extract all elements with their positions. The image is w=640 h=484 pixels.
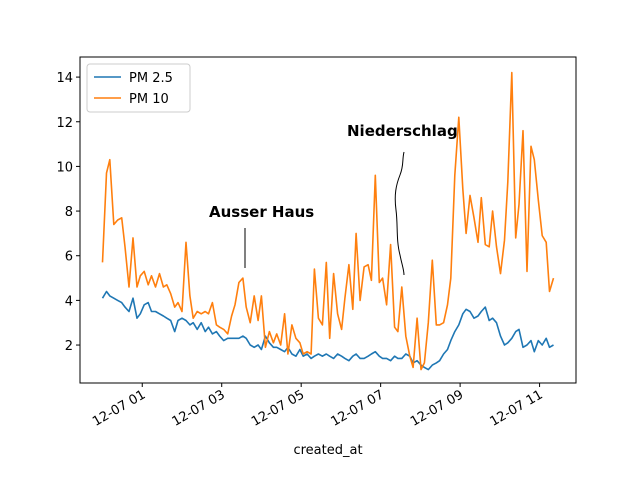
plot-frame <box>79 56 577 384</box>
legend-box <box>86 63 191 113</box>
annotation: Ausser Haus <box>209 203 314 221</box>
y-tick-label: 8 <box>65 205 73 220</box>
legend-label: PM 10 <box>129 92 169 107</box>
y-tick-label: 14 <box>56 71 73 86</box>
y-tick-label: 12 <box>56 116 73 131</box>
series-line <box>101 290 554 371</box>
y-tick-label: 2 <box>65 339 73 354</box>
y-tick-label: 6 <box>65 250 73 265</box>
annotation: Niederschlag <box>347 122 458 140</box>
legend-label: PM 2.5 <box>129 71 173 86</box>
annotation-line <box>394 151 405 276</box>
y-tick-label: 4 <box>65 294 73 309</box>
series-line <box>101 71 555 371</box>
y-tick-label: 10 <box>56 160 73 175</box>
x-axis-label: created_at <box>293 443 362 458</box>
